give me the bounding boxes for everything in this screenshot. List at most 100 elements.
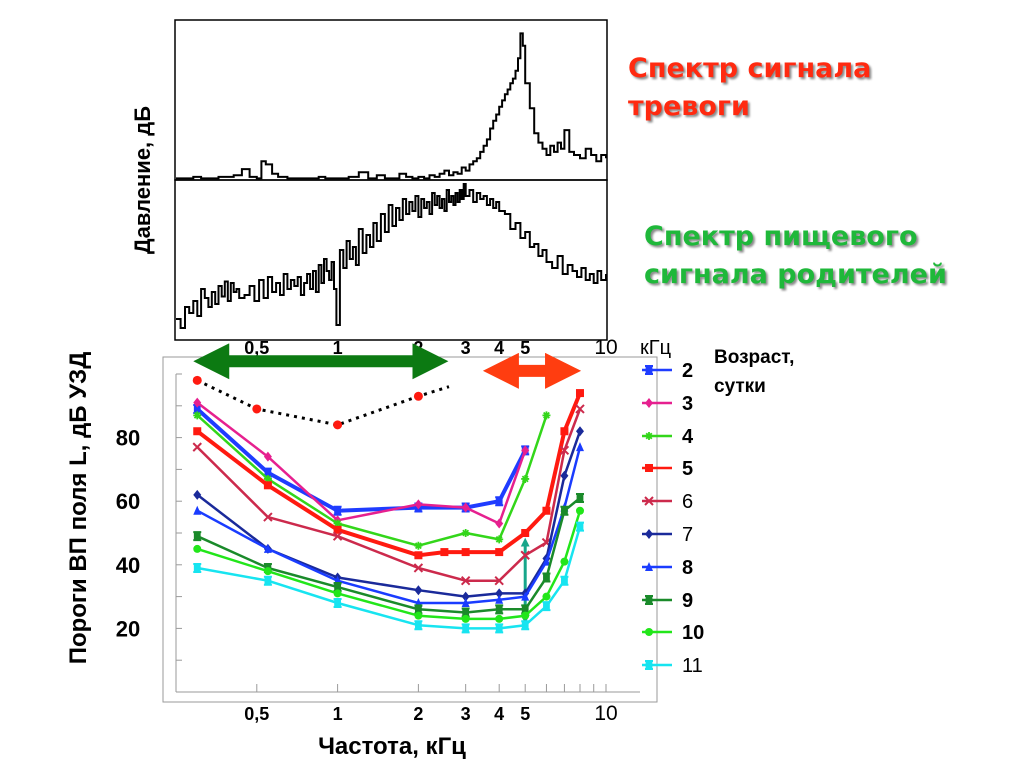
series-point [414,541,423,550]
series-point [414,499,423,510]
series-point [414,551,423,560]
series-point [495,548,504,557]
series-point [333,505,342,516]
series-point [495,496,504,507]
series-4 [193,411,551,550]
top-x-tick-label: 0,5 [244,338,269,358]
series-point [263,474,272,483]
legend-item-5: 5 [640,455,760,487]
alarm-spectrum-panel [174,19,608,181]
legend-label: 6 [682,491,694,514]
khz-unit-label: кГц [640,337,671,359]
bottom-x-tick-label: 10 [594,702,617,725]
series-line-8 [196,446,582,605]
threshold-tick-labels: 20 40 60 80 [116,426,140,642]
series-point [575,521,584,532]
bottom-x-tick-label: 1 [333,704,343,724]
legend-swatch-marker [645,529,653,539]
threshold-series [192,389,585,634]
chart-annotations [192,343,582,624]
series-line-7 [196,430,582,598]
series-point [263,451,272,462]
series-line-11 [197,526,582,630]
series-point [521,611,530,620]
legend-swatch [642,561,672,571]
legend-swatch-marker [644,496,654,506]
series-point [560,505,569,516]
legend-title-line2: сутки [714,376,766,397]
series-point [193,489,202,500]
series-point [263,512,273,522]
series-point [559,445,570,456]
legend-label: 7 [682,524,694,546]
food-spectrum-line [176,183,607,329]
legend-swatch [642,660,672,671]
legend-item-10: 10 [640,619,760,651]
legend-swatch [642,431,672,440]
arc-dot [413,391,423,401]
food-spectrum-title: Спектр пищевого сигнала родителей [644,218,947,294]
food-spectrum-panel [174,179,608,341]
legend-label: 5 [682,458,694,481]
legend-swatch [642,365,672,375]
series-point [575,442,584,452]
series-point [263,543,272,553]
series-point [461,502,470,513]
series-point [332,531,343,541]
series-point [333,597,342,608]
series-point [461,623,470,634]
series-line-10 [196,510,582,621]
legend-swatch-marker [645,464,653,473]
series-point [542,592,551,601]
series-point [193,531,202,542]
series-point [560,470,569,481]
bottom-x-tick-label: 2 [413,704,423,724]
series-point [521,445,530,456]
series-point [440,548,449,557]
series-point [521,591,530,601]
series-point [263,481,272,490]
bottom-frequency-tick-labels: 0,5 1 2 3 4 5 10 [244,702,617,725]
legend-swatch [642,529,672,539]
series-point [460,575,471,586]
series-point [413,563,424,573]
legend-label: 8 [682,556,694,579]
series-point [542,572,551,583]
legend-item-8: 8 [640,554,760,586]
series-point [495,623,504,634]
series-3 [193,397,530,529]
series-point [333,519,342,528]
top-x-tick-label: 4 [494,338,504,358]
series-line-9 [196,497,581,614]
legend-item-11: 11 [640,652,760,684]
top-x-tick-label: 2 [413,338,423,358]
series-point [461,529,470,537]
alarm-title-line1: Спектр сигнала [628,53,872,84]
y-tick-label: 20 [116,616,140,641]
alarm-spectrum-trace [176,32,607,180]
series-point [495,614,504,623]
series-point [521,529,530,537]
series-point [542,411,551,420]
arc-dot [252,404,262,414]
series-point [495,535,504,544]
series-point [414,611,423,620]
top-x-tick-label: 5 [520,338,530,358]
series-2 [193,403,530,516]
series-point [193,544,202,553]
y-tick-label: 80 [116,426,140,451]
food-title-line1: Спектр пищевого [644,221,918,252]
series-11 [193,521,584,634]
y-tick-label: 60 [116,489,140,514]
top-x-tick-label: 3 [461,338,471,358]
axis-ticks [176,373,607,692]
legend-item-4: 4 [640,423,760,455]
food-spectrum-trace [176,183,607,329]
series-point [263,567,272,576]
series-point [575,426,584,437]
legend-swatch-marker [645,397,653,408]
legend-title-line1: Возраст, [714,347,795,368]
series-point [414,620,423,631]
legend-item-6: 6 [640,488,760,520]
top-x-tick-label: 1 [333,338,343,358]
